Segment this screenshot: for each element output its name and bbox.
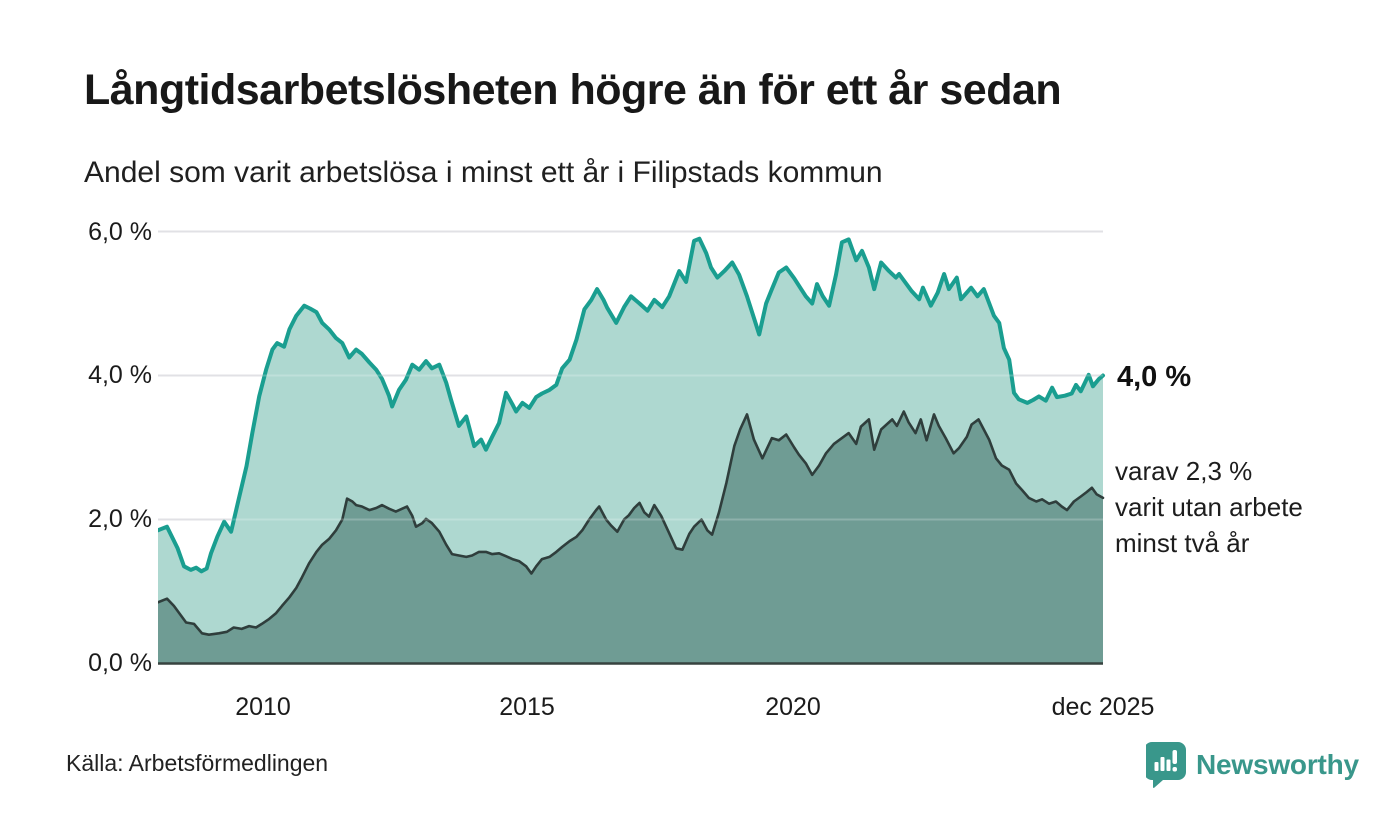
page-title: Långtidsarbetslösheten högre än för ett …: [84, 66, 1062, 114]
gridline-overlays: [158, 230, 1103, 521]
chart-subtitle: Andel som varit arbetslösa i minst ett å…: [84, 156, 883, 189]
x-tick-label-dec-2025: dec 2025: [1051, 693, 1155, 721]
source-credit: Källa: Arbetsförmedlingen: [66, 750, 329, 776]
subset-area-line: [158, 410, 1105, 636]
y-tick-label-6: 6,0 %: [88, 218, 152, 246]
y-tick-label-2: 2,0 %: [88, 505, 152, 533]
newsworthy-logo: Newsworthy: [1146, 741, 1359, 788]
brand-name: Newsworthy: [1196, 748, 1359, 780]
total-area-line: [158, 236, 1105, 574]
y-tick-label-4: 4,0 %: [88, 361, 152, 389]
subset-annotation-line-1: varav 2,3 %: [1115, 456, 1253, 486]
y-tick-label-0: 0,0 %: [88, 649, 152, 677]
area-chart-plot: [158, 230, 1105, 665]
newsworthy-logo-icon: [1146, 742, 1186, 788]
total-end-value-label: 4,0 %: [1117, 361, 1192, 393]
subset-annotation-line-2: varit utan arbete: [1115, 492, 1303, 522]
subset-annotation-line-3: minst två år: [1115, 528, 1250, 558]
subset-area-fill: [158, 411, 1103, 664]
x-tick-label-2015: 2015: [499, 693, 555, 721]
x-tick-label-2010: 2010: [235, 693, 291, 721]
subset-end-annotation: varav 2,3 % varit utan arbete minst två …: [1115, 453, 1303, 561]
x-tick-label-2020: 2020: [765, 693, 821, 721]
